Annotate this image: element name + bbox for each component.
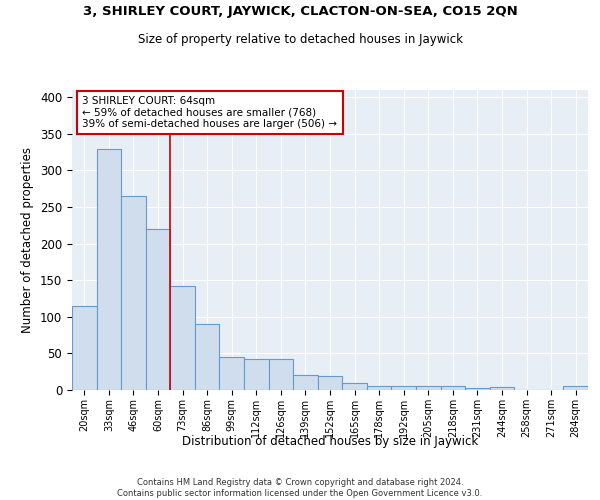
Bar bbox=[72, 306, 97, 390]
Bar bbox=[465, 388, 490, 390]
Bar bbox=[490, 387, 514, 390]
Bar bbox=[318, 376, 342, 390]
Bar bbox=[146, 229, 170, 390]
Bar bbox=[121, 196, 146, 390]
Bar bbox=[244, 358, 269, 390]
Bar bbox=[293, 376, 318, 390]
Bar bbox=[391, 386, 416, 390]
Bar bbox=[195, 324, 220, 390]
Bar bbox=[563, 386, 588, 390]
Bar bbox=[342, 384, 367, 390]
Bar bbox=[269, 360, 293, 390]
Text: Size of property relative to detached houses in Jaywick: Size of property relative to detached ho… bbox=[137, 32, 463, 46]
Text: 3, SHIRLEY COURT, JAYWICK, CLACTON-ON-SEA, CO15 2QN: 3, SHIRLEY COURT, JAYWICK, CLACTON-ON-SE… bbox=[83, 5, 517, 18]
Text: 3 SHIRLEY COURT: 64sqm
← 59% of detached houses are smaller (768)
39% of semi-de: 3 SHIRLEY COURT: 64sqm ← 59% of detached… bbox=[82, 96, 337, 129]
Bar bbox=[367, 386, 391, 390]
Bar bbox=[220, 357, 244, 390]
Bar bbox=[170, 286, 195, 390]
Y-axis label: Number of detached properties: Number of detached properties bbox=[22, 147, 34, 333]
Text: Distribution of detached houses by size in Jaywick: Distribution of detached houses by size … bbox=[182, 435, 478, 448]
Bar bbox=[416, 386, 440, 390]
Bar bbox=[97, 148, 121, 390]
Bar bbox=[440, 386, 465, 390]
Text: Contains HM Land Registry data © Crown copyright and database right 2024.
Contai: Contains HM Land Registry data © Crown c… bbox=[118, 478, 482, 498]
